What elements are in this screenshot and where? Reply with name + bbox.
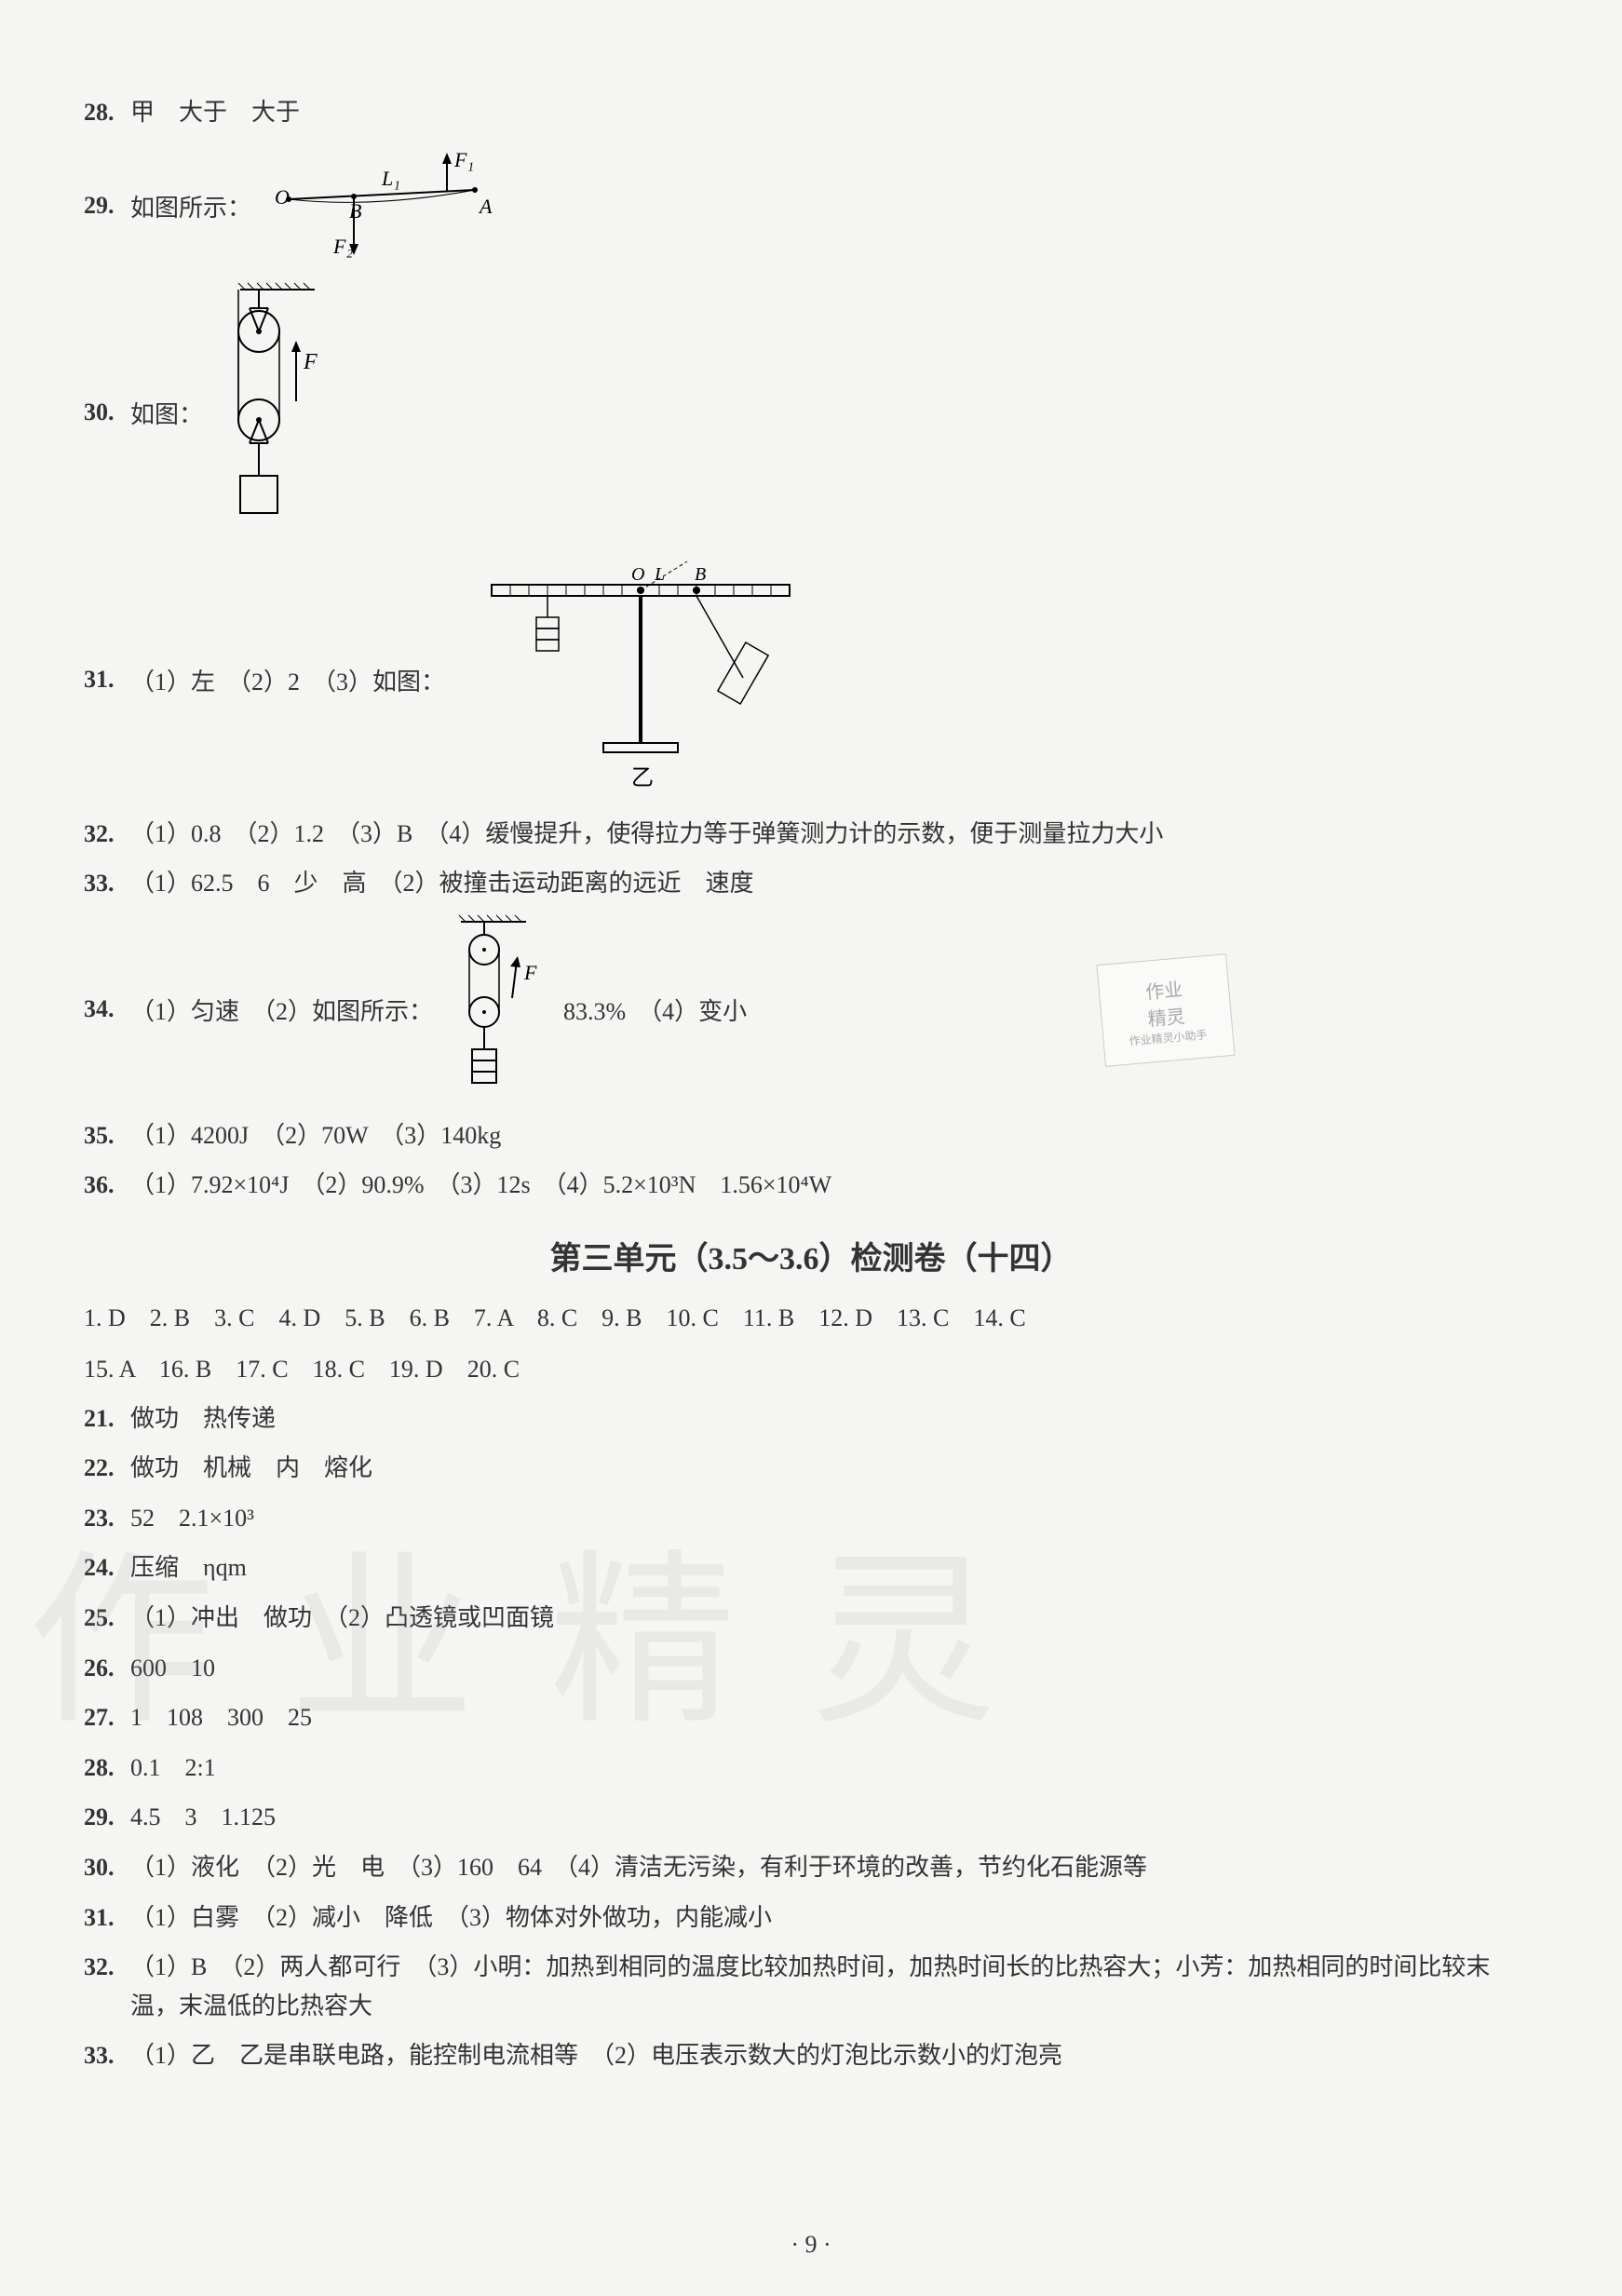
answer-p2-28: 28. 0.1 2:1: [84, 1749, 1538, 1788]
q-num: 23.: [84, 1499, 130, 1538]
q-content-after: 83.3% （4）变小: [563, 993, 747, 1027]
q-content: （1）62.5 6 少 高 （2）被撞击运动距离的远近 速度: [130, 864, 1538, 903]
q-content: （1）0.8 （2）1.2 （3）B （4）缓慢提升，使得拉力等于弹簧测力计的示…: [130, 815, 1538, 854]
answer-p2-26: 26. 600 10: [84, 1649, 1538, 1688]
q-num: 28.: [84, 93, 130, 132]
answer-p2-23: 23. 52 2.1×10³: [84, 1499, 1538, 1538]
label-F: F: [523, 961, 537, 984]
figure-29-lever: O B A F₁ F₂ L₁: [261, 143, 503, 269]
q-content: 0.1 2:1: [130, 1749, 1538, 1788]
label-L: L: [654, 564, 665, 585]
q-num: 27.: [84, 1698, 130, 1737]
stamp-line3: 作业精灵小助手: [1129, 1026, 1208, 1048]
answer-p2-31: 31. （1）白雾 （2）减小 降低 （3）物体对外做功，内能减小: [84, 1898, 1538, 1938]
answer-p2-32: 32. （1）B （2）两人都可行 （3）小明：加热到相同的温度比较加热时间，加…: [84, 1948, 1538, 2025]
q-num: 36.: [84, 1166, 130, 1205]
q-num: 31.: [84, 1898, 130, 1938]
q-num: 34.: [84, 995, 130, 1023]
q-content: （1）白雾 （2）减小 降低 （3）物体对外做功，内能减小: [130, 1898, 1538, 1938]
answer-30: 30. 如图：: [84, 280, 1538, 546]
figure-34-pulley: F: [442, 914, 554, 1105]
q-content: （1）液化 （2）光 电 （3）160 64 （4）清洁无污染，有利于环境的改善…: [130, 1848, 1538, 1887]
label-F1: F₁: [453, 148, 474, 171]
answer-p2-24: 24. 压缩 ηqm: [84, 1548, 1538, 1587]
q-num: 26.: [84, 1649, 130, 1688]
q-num: 25.: [84, 1599, 130, 1638]
label-A: A: [478, 195, 493, 218]
stamp-line2: 精灵: [1146, 1001, 1185, 1031]
mc-answers-line1: 1. D 2. B 3. C 4. D 5. B 6. B 7. A 8. C …: [84, 1297, 1538, 1341]
answer-p2-21: 21. 做功 热传递: [84, 1399, 1538, 1438]
label-O: O: [275, 185, 290, 209]
answer-p2-30: 30. （1）液化 （2）光 电 （3）160 64 （4）清洁无污染，有利于环…: [84, 1848, 1538, 1887]
q-content: （1）4200J （2）70W （3）140kg: [130, 1116, 1538, 1155]
figure-30-pulley: F: [212, 280, 343, 546]
q-content: （1）冲出 做功 （2）凸透镜或凹面镜: [130, 1599, 1538, 1638]
answer-p2-33: 33. （1）乙 乙是串联电路，能控制电流相等 （2）电压表示数大的灯泡比示数小…: [84, 2036, 1538, 2075]
q-content: 如图：: [130, 396, 203, 430]
q-num: 30.: [84, 398, 130, 426]
q-num: 30.: [84, 1848, 130, 1887]
q-content: （1）乙 乙是串联电路，能控制电流相等 （2）电压表示数大的灯泡比示数小的灯泡亮: [130, 2036, 1538, 2075]
q-content: 如图所示：: [130, 189, 251, 223]
label-F2: F₂: [332, 235, 353, 258]
q-content: 600 10: [130, 1649, 1538, 1688]
label-yi: 乙: [631, 766, 654, 790]
answer-29: 29. 如图所示： O B A F₁ F₂ L₁: [84, 143, 1538, 269]
answer-32: 32. （1）0.8 （2）1.2 （3）B （4）缓慢提升，使得拉力等于弹簧测…: [84, 815, 1538, 854]
q-num: 28.: [84, 1749, 130, 1788]
q-content: 1 108 300 25: [130, 1698, 1538, 1737]
answer-p2-27: 27. 1 108 300 25: [84, 1698, 1538, 1737]
label-B: B: [695, 564, 706, 585]
q-content: 做功 热传递: [130, 1399, 1538, 1438]
answer-31: 31. （1）左 （2）2 （3）如图： O L B: [84, 557, 1538, 804]
q-content: 压缩 ηqm: [130, 1548, 1538, 1587]
answer-35: 35. （1）4200J （2）70W （3）140kg: [84, 1116, 1538, 1155]
answer-28: 28. 甲 大于 大于: [84, 93, 1538, 132]
q-num: 31.: [84, 666, 130, 694]
answer-p2-22: 22. 做功 机械 内 熔化: [84, 1449, 1538, 1488]
stamp-watermark: 作业 精灵 作业精灵小助手: [1096, 953, 1235, 1067]
q-num: 24.: [84, 1548, 130, 1587]
q-content: 52 2.1×10³: [130, 1499, 1538, 1538]
q-num: 35.: [84, 1116, 130, 1155]
q-content: 4.5 3 1.125: [130, 1798, 1538, 1837]
q-num: 32.: [84, 815, 130, 854]
q-content: 甲 大于 大于: [130, 93, 1538, 132]
q-num: 21.: [84, 1399, 130, 1438]
q-content: （1）7.92×10⁴J （2）90.9% （3）12s （4）5.2×10³N…: [130, 1166, 1538, 1205]
label-F: F: [303, 350, 318, 374]
q-num: 29.: [84, 1798, 130, 1837]
page-number: · 9 ·: [791, 2231, 831, 2259]
answer-33: 33. （1）62.5 6 少 高 （2）被撞击运动距离的远近 速度: [84, 864, 1538, 903]
q-num: 22.: [84, 1449, 130, 1488]
stamp-line1: 作业: [1144, 974, 1183, 1004]
q-content: （1）左 （2）2 （3）如图：: [130, 663, 445, 697]
q-num: 33.: [84, 2036, 130, 2075]
label-L1: L₁: [381, 167, 400, 190]
label-O: O: [631, 564, 644, 585]
section-title: 第三单元（3.5～3.6）检测卷（十四）: [84, 1233, 1538, 1278]
q-num: 33.: [84, 864, 130, 903]
answer-34: 34. （1）匀速 （2）如图所示： F: [84, 914, 1538, 1105]
answer-36: 36. （1）7.92×10⁴J （2）90.9% （3）12s （4）5.2×…: [84, 1166, 1538, 1205]
q-content: （1）B （2）两人都可行 （3）小明：加热到相同的温度比较加热时间，加热时间长…: [130, 1948, 1538, 2025]
q-num: 32.: [84, 1948, 130, 1987]
q-content-before: （1）匀速 （2）如图所示：: [130, 993, 433, 1027]
q-content: 做功 机械 内 熔化: [130, 1449, 1538, 1488]
answer-p2-25: 25. （1）冲出 做功 （2）凸透镜或凹面镜: [84, 1599, 1538, 1638]
q-num: 29.: [84, 192, 130, 220]
answer-p2-29: 29. 4.5 3 1.125: [84, 1798, 1538, 1837]
mc-answers-line2: 15. A 16. B 17. C 18. C 19. D 20. C: [84, 1348, 1538, 1392]
figure-31-balance: O L B 乙: [454, 557, 827, 804]
